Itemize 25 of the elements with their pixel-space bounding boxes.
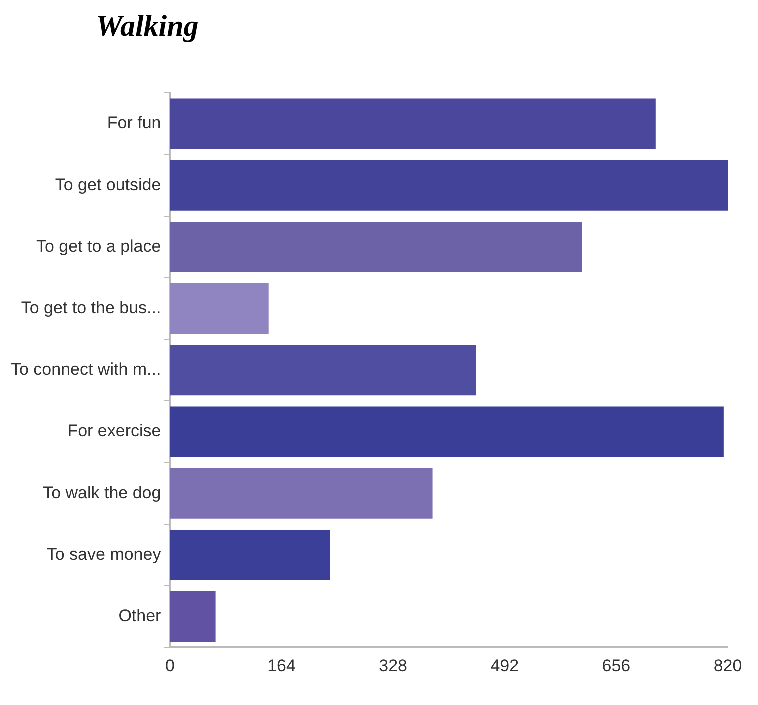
bar [170,345,476,396]
bar [170,468,433,519]
y-tick-label: To get outside [55,175,162,194]
x-tick-label: 328 [379,656,408,676]
x-tick-label: 656 [602,656,631,676]
bar [170,222,582,272]
y-tick-label: To get to the bus... [21,298,162,318]
bar [170,98,656,150]
chart-title: Walking [96,10,200,45]
x-tick-label: 0 [165,656,175,676]
x-tick-label: 820 [714,656,742,676]
bar [170,160,728,211]
y-tick-label: To save money [46,544,162,564]
y-tick-label: For fun [107,114,162,133]
x-tick-label: 492 [490,656,520,676]
bar [170,592,216,642]
y-tick-label: To get to a place [36,236,162,256]
y-tick-label: To walk the dog [43,483,162,502]
y-tick-label: Other [118,606,162,626]
x-tick-label: 164 [268,656,296,676]
y-tick-label: For exercise [68,422,162,441]
bar [170,530,330,580]
bar [170,284,269,334]
bar [170,406,724,458]
y-tick-label: To connect with m... [10,360,162,380]
